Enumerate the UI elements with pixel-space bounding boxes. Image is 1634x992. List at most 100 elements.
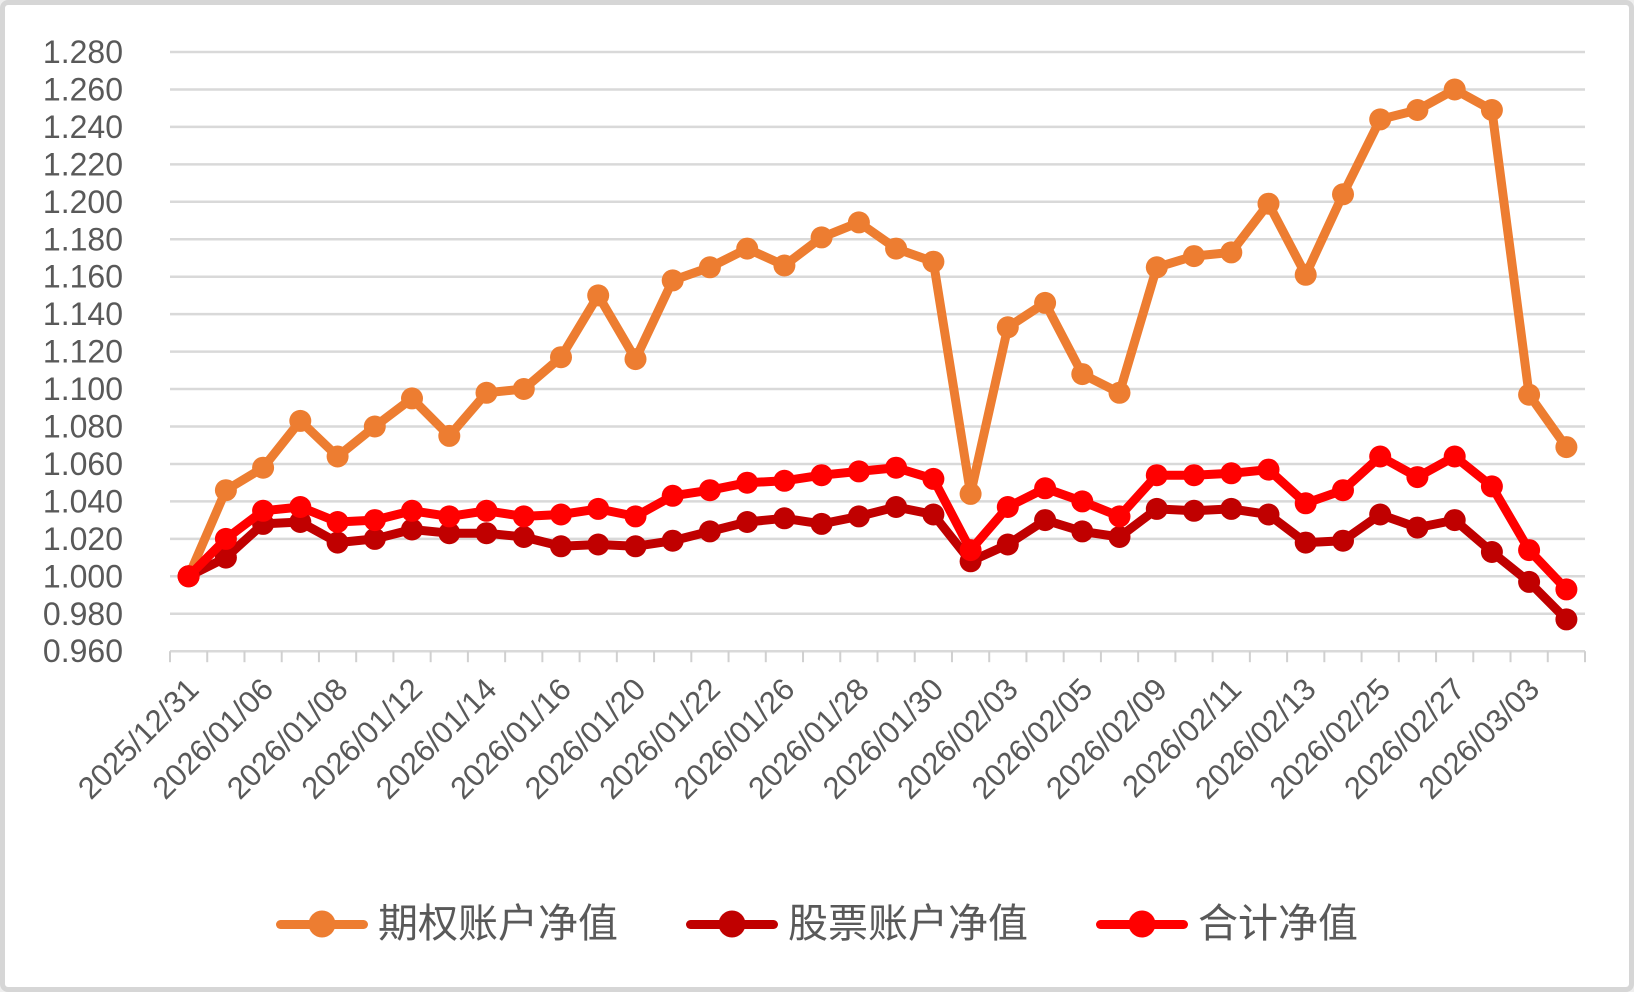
data-point-stock-account <box>1555 608 1578 631</box>
data-point-total <box>550 503 572 526</box>
data-point-stock-account <box>1406 516 1429 539</box>
data-point-options-account <box>773 254 796 277</box>
legend: 期权账户净值 股票账户净值 合计净值 <box>5 897 1629 951</box>
legend-item-total: 合计净值 <box>1096 904 1358 944</box>
data-point-options-account <box>922 250 945 273</box>
data-point-options-account <box>289 409 312 432</box>
data-point-options-account <box>1183 245 1205 268</box>
data-point-total <box>773 469 796 492</box>
data-point-stock-account <box>401 518 423 541</box>
legend-marker-stock-account-icon <box>686 910 778 938</box>
data-point-options-account <box>326 445 349 468</box>
legend-dot-icon <box>718 910 746 938</box>
line-chart: 1.2801.2601.2401.2201.2001.1801.1601.140… <box>43 34 1586 806</box>
data-point-options-account <box>475 381 498 404</box>
data-point-options-account <box>810 226 833 249</box>
y-axis-label: 1.140 <box>43 296 123 332</box>
data-point-total <box>587 497 610 520</box>
y-axis-label: 1.240 <box>43 109 123 145</box>
data-point-options-account <box>736 237 759 260</box>
data-point-stock-account <box>922 503 945 526</box>
legend-label-total: 合计净值 <box>1198 902 1358 946</box>
data-point-options-account <box>1369 108 1392 131</box>
legend-marker-options-account-icon <box>276 910 368 938</box>
data-point-stock-account <box>661 529 684 552</box>
data-point-stock-account <box>1518 570 1541 593</box>
data-point-stock-account <box>1071 520 1094 543</box>
data-point-options-account <box>1518 383 1541 406</box>
data-point-stock-account <box>1145 497 1168 520</box>
data-point-stock-account <box>698 520 721 543</box>
data-point-options-account <box>401 387 423 410</box>
legend-item-stock-account: 股票账户净值 <box>686 904 1028 944</box>
data-point-total <box>438 505 461 528</box>
data-point-stock-account <box>773 507 796 530</box>
data-point-options-account <box>214 479 237 502</box>
data-point-options-account <box>1406 99 1429 121</box>
data-point-stock-account <box>996 533 1019 556</box>
data-point-total <box>512 505 535 528</box>
data-point-total <box>1332 479 1354 502</box>
data-point-total <box>1220 462 1243 485</box>
legend-label-options-account: 期权账户净值 <box>378 902 618 946</box>
data-point-options-account <box>1294 263 1317 286</box>
y-axis-label: 1.040 <box>43 483 123 519</box>
data-point-options-account <box>1034 291 1057 314</box>
data-point-stock-account <box>847 505 870 528</box>
data-point-options-account <box>1108 381 1131 404</box>
data-point-options-account <box>661 269 684 292</box>
y-axis-label: 1.180 <box>43 221 123 257</box>
data-point-stock-account <box>438 522 461 545</box>
data-point-stock-account <box>624 535 647 558</box>
data-point-options-account <box>1555 436 1578 459</box>
data-point-total <box>847 460 870 483</box>
y-axis-label: 1.160 <box>43 259 123 295</box>
data-point-options-account <box>996 316 1019 339</box>
data-point-stock-account <box>1332 529 1354 552</box>
data-point-options-account <box>959 482 982 505</box>
data-point-stock-account <box>363 527 386 550</box>
data-point-total <box>475 499 498 522</box>
data-point-total <box>326 511 349 533</box>
y-axis-label: 0.960 <box>43 633 123 669</box>
data-point-total <box>1480 475 1503 498</box>
data-point-total <box>959 539 982 562</box>
y-axis-label: 1.020 <box>43 521 123 557</box>
data-point-total <box>1518 539 1541 562</box>
data-point-total <box>1034 477 1057 500</box>
data-point-total <box>661 484 684 507</box>
data-point-stock-account <box>1294 531 1317 554</box>
data-point-stock-account <box>214 546 237 569</box>
data-point-stock-account <box>1108 526 1131 548</box>
y-axis-label: 1.120 <box>43 334 123 370</box>
data-point-total <box>1406 466 1429 489</box>
data-point-total <box>922 467 945 490</box>
data-point-total <box>698 479 721 502</box>
data-point-total <box>1183 464 1205 487</box>
data-point-total <box>1369 445 1392 468</box>
data-point-options-account <box>698 256 721 279</box>
data-point-total <box>177 565 200 588</box>
data-point-total <box>252 499 275 522</box>
data-point-options-account <box>438 424 461 447</box>
data-point-stock-account <box>475 522 498 545</box>
data-point-options-account <box>885 237 908 260</box>
data-point-options-account <box>624 348 647 371</box>
data-point-stock-account <box>1183 499 1205 522</box>
data-point-options-account <box>587 284 610 307</box>
series-line-total <box>184 452 1571 594</box>
series-line-stock-account <box>184 502 1571 624</box>
y-axis-label: 1.060 <box>43 446 123 482</box>
data-point-stock-account <box>1443 509 1466 532</box>
data-point-stock-account <box>736 511 759 533</box>
data-point-options-account <box>512 378 535 400</box>
legend-label-stock-account: 股票账户净值 <box>788 902 1028 946</box>
data-point-total <box>1145 464 1168 487</box>
data-point-stock-account <box>810 512 833 535</box>
data-point-options-account <box>1071 363 1094 386</box>
data-point-stock-account <box>1369 503 1392 526</box>
data-point-total <box>885 456 908 479</box>
data-point-total <box>810 464 833 487</box>
data-point-stock-account <box>326 531 349 554</box>
